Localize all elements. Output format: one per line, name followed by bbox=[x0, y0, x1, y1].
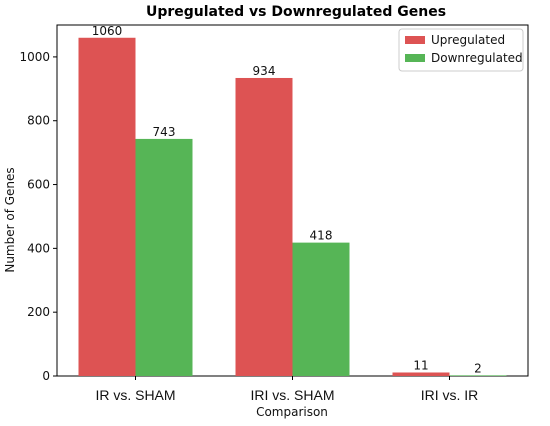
x-tick-label: IRI vs. IR bbox=[421, 387, 479, 403]
bar-downregulated bbox=[292, 242, 350, 376]
y-axis-label: Number of Genes bbox=[3, 167, 17, 272]
legend-label: Downregulated bbox=[431, 51, 523, 65]
legend-swatch bbox=[405, 54, 425, 62]
bar-upregulated bbox=[235, 77, 293, 377]
x-tick-label: IRI vs. SHAM bbox=[250, 387, 334, 403]
legend-swatch bbox=[405, 36, 425, 44]
y-tick-label: 600 bbox=[27, 178, 50, 192]
x-tick-label: IR vs. SHAM bbox=[95, 387, 175, 403]
plot-area: 0 200 400 600 800 1000 IR vs. SHAM 1060 743 IRI v… bbox=[19, 24, 529, 403]
y-tick-label: 200 bbox=[27, 305, 50, 319]
y-tick-label: 0 bbox=[42, 369, 50, 383]
y-tick-label: 800 bbox=[27, 114, 50, 128]
bar-value-label: 2 bbox=[474, 361, 482, 375]
bar-upregulated bbox=[392, 372, 450, 376]
legend: Upregulated Downregulated bbox=[398, 28, 524, 72]
bar-value-label: 1060 bbox=[92, 24, 123, 38]
bar-value-label: 418 bbox=[310, 229, 333, 243]
y-tick-label: 400 bbox=[27, 241, 50, 255]
bar-downregulated bbox=[449, 375, 507, 376]
bar-downregulated bbox=[135, 138, 193, 376]
y-tick-label: 1000 bbox=[19, 50, 50, 64]
x-axis-label: Comparison bbox=[256, 405, 328, 419]
bar-upregulated bbox=[78, 37, 136, 376]
bar-value-label: 11 bbox=[413, 358, 428, 372]
legend-label: Upregulated bbox=[431, 33, 505, 47]
chart-title: Upregulated vs Downregulated Genes bbox=[146, 4, 446, 20]
legend-box bbox=[398, 28, 524, 72]
bar-value-label: 934 bbox=[253, 64, 276, 78]
bar-value-label: 743 bbox=[153, 125, 176, 139]
